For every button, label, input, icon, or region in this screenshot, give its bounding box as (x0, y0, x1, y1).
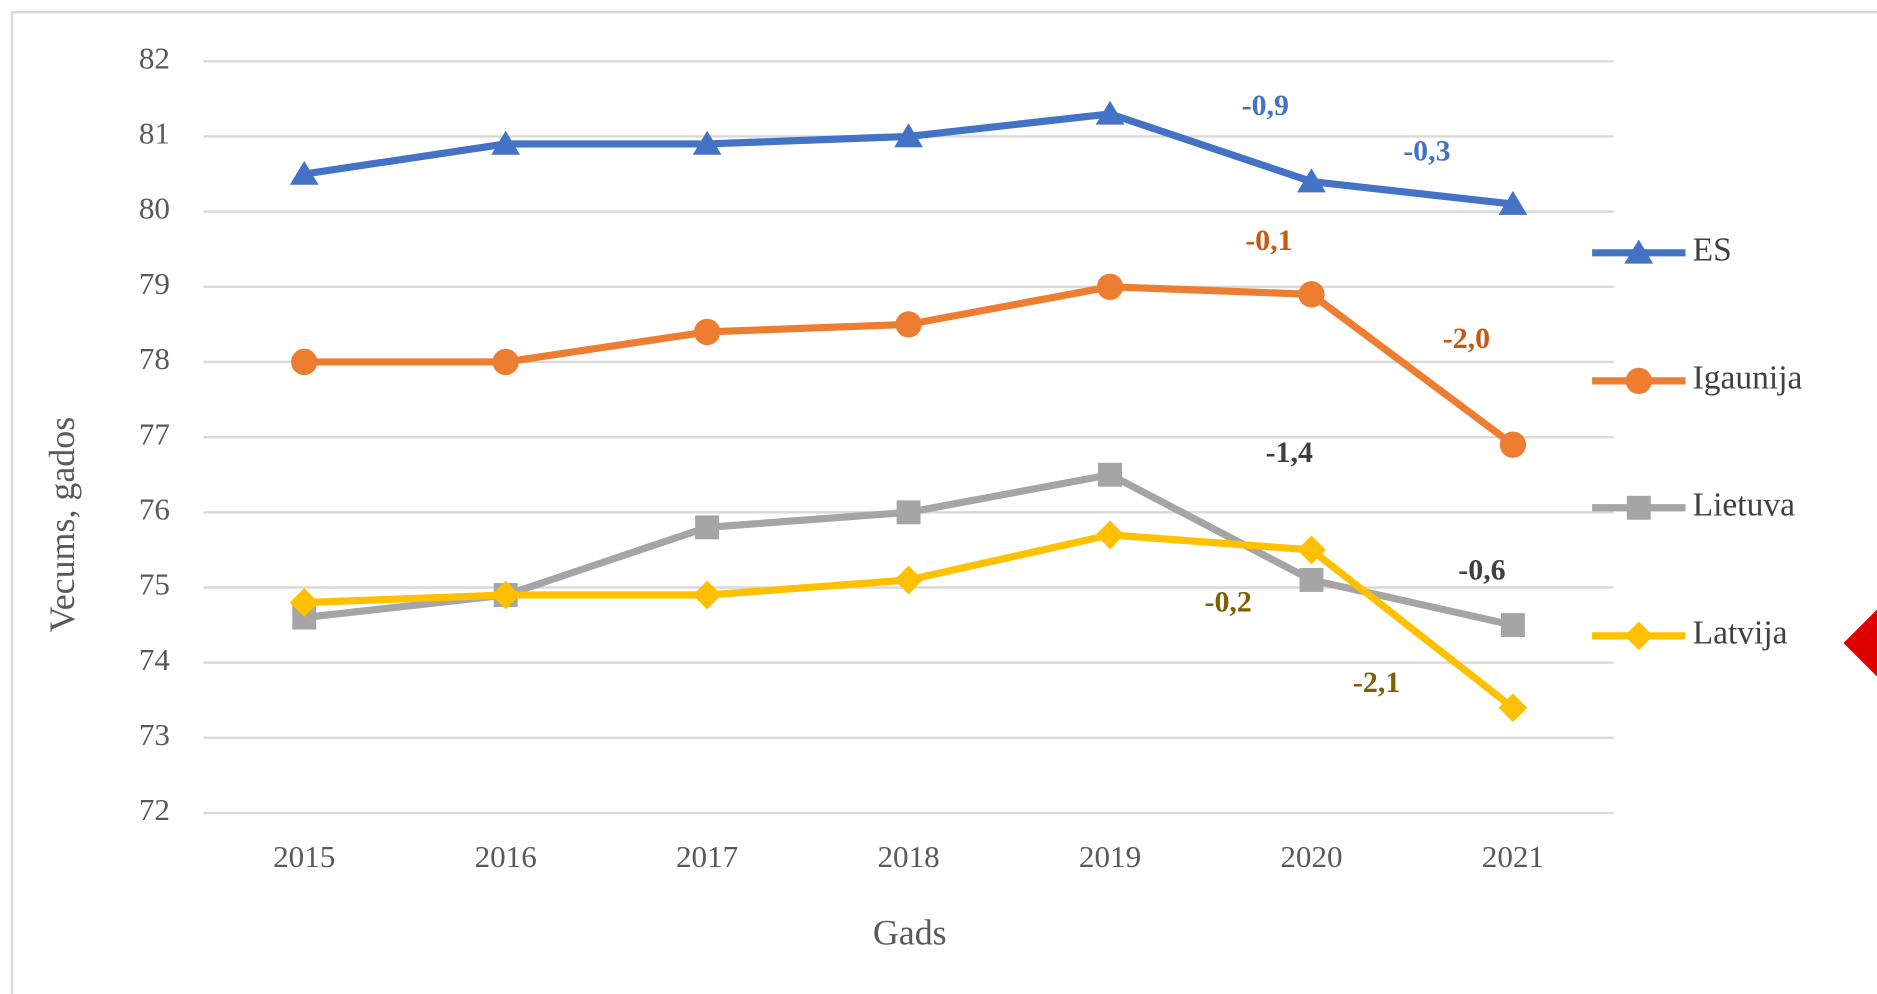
x-tick-label: 2017 (676, 839, 738, 874)
marker (695, 515, 720, 540)
y-tick-label: 75 (139, 567, 170, 602)
marker (289, 160, 319, 185)
marker (1624, 621, 1654, 651)
marker (1298, 281, 1325, 308)
marker (1625, 367, 1652, 395)
marker (895, 311, 922, 338)
y-tick-label: 72 (139, 792, 170, 827)
legend-label: Latvija (1693, 615, 1788, 652)
series-line (304, 531, 1516, 711)
marker (896, 500, 921, 525)
marker (291, 348, 318, 376)
y-tick-label: 76 (139, 491, 170, 526)
marker (292, 605, 317, 630)
marker (1096, 273, 1124, 300)
y-tick-label: 74 (139, 642, 171, 677)
decoration (1843, 609, 1877, 677)
x-tick-label: 2021 (1482, 839, 1544, 874)
marker (1624, 239, 1654, 264)
annotation: -0,2 (1205, 586, 1252, 619)
series-line (303, 471, 1514, 629)
marker (1299, 568, 1324, 592)
annotation: -0,3 (1403, 134, 1450, 167)
x-tick-label: 2020 (1280, 839, 1342, 874)
y-tick-label: 77 (139, 416, 170, 451)
marker (1499, 431, 1527, 458)
annotation: -0,1 (1245, 224, 1292, 257)
x-tick-label: 2016 (475, 839, 537, 874)
marker (492, 348, 519, 376)
annotation: -1,4 (1266, 436, 1313, 469)
marker (1095, 100, 1125, 125)
y-tick-label: 79 (139, 266, 170, 301)
marker (692, 580, 722, 610)
marker (1500, 613, 1525, 638)
marker (894, 123, 923, 148)
y-tick-label: 80 (139, 191, 170, 226)
y-axis-label: Vecums, gados (42, 417, 82, 632)
x-axis-label: Gads (873, 913, 947, 953)
series-line (304, 283, 1516, 448)
marker (1498, 190, 1528, 215)
marker (693, 318, 721, 346)
marker (1498, 693, 1528, 723)
annotation: -2,0 (1443, 322, 1490, 355)
x-tick-label: 2015 (273, 839, 335, 874)
x-tick-label: 2018 (877, 839, 939, 874)
legend-label: Igaunija (1693, 360, 1803, 397)
y-tick-label: 78 (139, 341, 170, 376)
marker (1626, 495, 1651, 520)
annotation: -2,1 (1353, 666, 1400, 699)
y-tick-label: 81 (139, 116, 170, 151)
y-tick-label: 73 (139, 717, 170, 752)
marker (1095, 520, 1125, 550)
legend-label: ES (1693, 231, 1732, 268)
annotation: -0,9 (1242, 89, 1289, 122)
marker (1297, 168, 1326, 193)
x-tick-label: 2019 (1079, 839, 1141, 874)
legend-label: Lietuva (1693, 486, 1795, 523)
marker (1098, 462, 1122, 487)
annotations: -0,9 -0,3 -0,1 -2,0 -1,4 -0,6 -0,2 -2,1 (1205, 89, 1506, 699)
marker (491, 130, 521, 155)
y-tick-label: 82 (139, 40, 170, 75)
marker (894, 565, 923, 595)
annotation: -0,6 (1458, 553, 1505, 586)
marker (692, 130, 722, 155)
chart-frame (10, 10, 1877, 994)
